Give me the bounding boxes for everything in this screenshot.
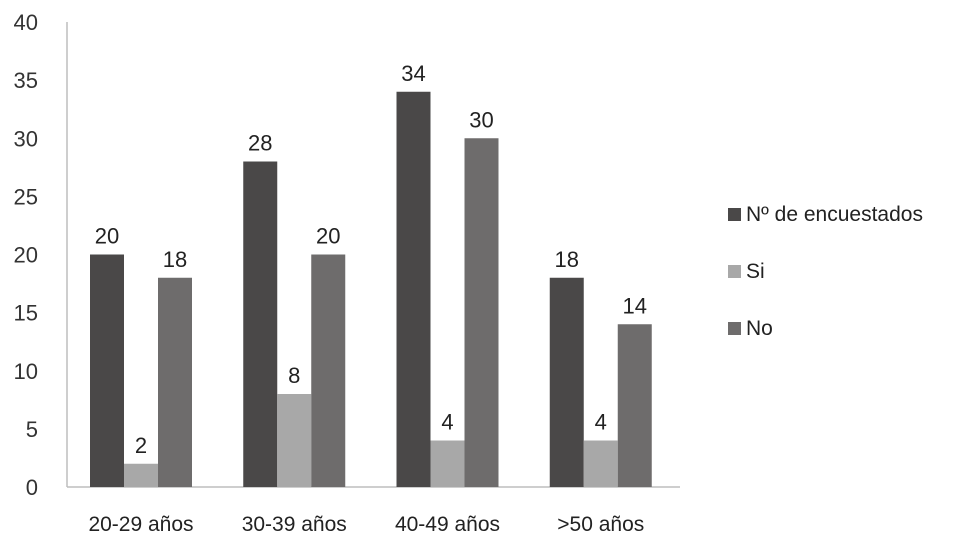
bars [90, 91, 652, 487]
data-label: 4 [441, 410, 453, 435]
bar [124, 463, 158, 487]
bar [617, 324, 652, 487]
data-label: 18 [555, 247, 579, 272]
y-tick-label: 25 [14, 184, 38, 209]
legend-label: Nº de encuestados [746, 203, 923, 226]
data-label: 34 [401, 61, 425, 86]
legend-label: Si [746, 260, 765, 283]
x-tick-label: 40-49 años [395, 513, 500, 536]
legend: Nº de encuestados Si No [728, 203, 923, 340]
y-tick-label: 40 [14, 10, 38, 35]
bar [158, 277, 192, 487]
bar [430, 440, 465, 487]
bar [277, 394, 312, 487]
bar [243, 161, 278, 487]
y-tick-label: 20 [14, 243, 38, 268]
data-label: 4 [595, 410, 607, 435]
x-tick-label: 20-29 años [88, 513, 193, 536]
x-tick-label: >50 años [557, 513, 644, 536]
bar [311, 254, 346, 487]
data-label: 28 [248, 131, 272, 156]
x-axis: 20-29 años 30-39 años 40-49 años >50 años [88, 513, 644, 536]
data-label: 8 [288, 363, 300, 388]
data-label: 18 [163, 247, 187, 272]
data-label: 14 [623, 293, 647, 318]
y-tick-label: 10 [14, 359, 38, 384]
bar [90, 254, 124, 487]
y-tick-label: 15 [14, 301, 38, 326]
y-tick-label: 5 [26, 417, 38, 442]
legend-swatch [728, 265, 741, 278]
x-tick-label: 30-39 años [242, 513, 347, 536]
bar [464, 138, 499, 487]
data-label: 30 [469, 107, 493, 132]
bar [583, 440, 618, 487]
y-tick-label: 30 [14, 126, 38, 151]
legend-swatch [728, 208, 741, 221]
data-label: 20 [95, 224, 119, 249]
y-tick-label: 35 [14, 68, 38, 93]
data-label: 20 [316, 224, 340, 249]
data-label: 2 [135, 433, 147, 458]
legend-label: No [746, 317, 773, 340]
data-labels: 20 2 18 28 8 20 34 4 30 18 4 14 [95, 61, 647, 458]
bar [549, 277, 584, 487]
legend-swatch [728, 322, 741, 335]
y-axis: 0 5 10 15 20 25 30 35 40 [14, 10, 38, 500]
bar [396, 91, 431, 487]
y-tick-label: 0 [26, 475, 38, 500]
